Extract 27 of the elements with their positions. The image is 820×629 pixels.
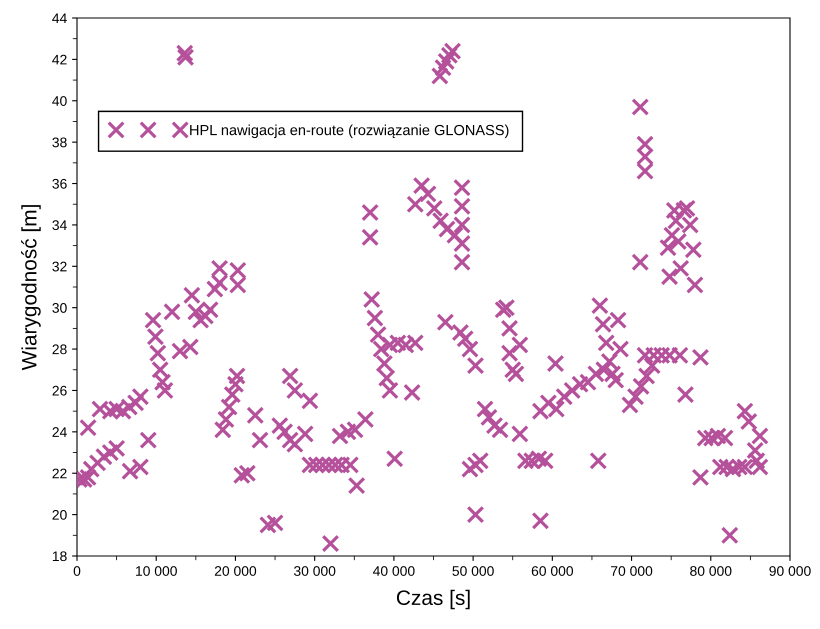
x-tick-label: 50 000	[452, 566, 494, 576]
y-axis-title: Wiarygodność [m]	[21, 205, 41, 370]
y-tick-label: 24	[52, 427, 67, 437]
y-tick-label: 32	[52, 262, 67, 272]
x-tick-label: 0	[74, 566, 80, 576]
x-tick-label: 90 000	[769, 566, 811, 576]
y-tick-label: 18	[52, 551, 67, 562]
x-tick-label: 70 000	[611, 566, 652, 576]
y-tick-label: 20	[52, 510, 67, 520]
y-tick-label: 40	[52, 96, 67, 106]
y-tick-label: 26	[52, 386, 67, 396]
y-tick-label: 36	[52, 178, 67, 189]
y-tick-label: 38	[52, 137, 67, 148]
x-axis-title: Czas [s]	[396, 590, 470, 610]
y-tick-label: 44	[52, 13, 67, 24]
y-tick-label: 34	[52, 220, 67, 230]
x-tick-label: 40 000	[372, 566, 415, 576]
y-tick-label: 28	[52, 344, 67, 354]
x-tick-label: 60 000	[532, 566, 574, 576]
x-tick-label: 10 000	[136, 566, 177, 576]
x-tick-label: 30 000	[294, 566, 336, 576]
y-tick-label: 22	[52, 468, 67, 478]
y-tick-label: 42	[52, 54, 67, 64]
y-tick-label: 30	[52, 303, 67, 313]
legend-label: HPL nawigacja en-route (rozwiązanie GLONASS)	[190, 124, 508, 138]
x-tick-label: 20 000	[214, 566, 256, 576]
x-tick-label: 80 000	[690, 566, 732, 576]
